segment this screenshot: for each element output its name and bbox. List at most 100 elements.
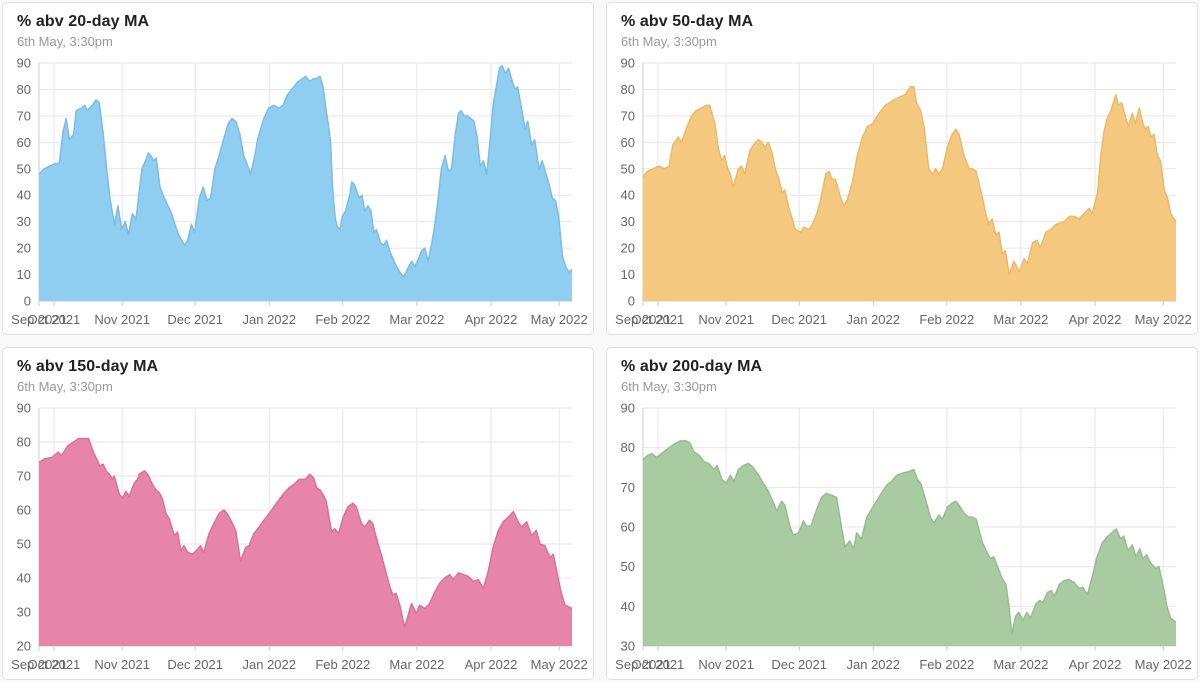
x-axis-label: May 2022 xyxy=(1135,657,1191,672)
y-axis-label: 60 xyxy=(17,135,31,150)
area-series[interactable] xyxy=(643,86,1176,301)
chart-header: % abv 150-day MA 6th May, 3:30pm xyxy=(3,348,593,397)
x-axis-label: Sep 2021 xyxy=(11,312,67,327)
x-axis-label: Apr 2022 xyxy=(465,657,518,672)
x-axis-label: Mar 2022 xyxy=(993,312,1048,327)
y-axis-label: 80 xyxy=(621,82,635,97)
x-axis-label: Oct 2021 xyxy=(28,657,81,672)
y-axis-label: 20 xyxy=(621,241,635,256)
x-axis-label: Jan 2022 xyxy=(243,312,297,327)
y-axis-label: 30 xyxy=(17,605,31,620)
x-axis-label: Feb 2022 xyxy=(919,657,974,672)
chart-card-20day-ma: % abv 20-day MA 6th May, 3:30pm 0 10 20 30 4… xyxy=(2,2,594,335)
y-axis-label: 70 xyxy=(17,469,31,484)
x-axis-label: Oct 2021 xyxy=(632,657,685,672)
x-axis-label: Apr 2022 xyxy=(1069,657,1122,672)
x-axis-label: Oct 2021 xyxy=(632,312,685,327)
x-axis-label: Sep 2021 xyxy=(615,657,671,672)
y-axis-label: 40 xyxy=(17,188,31,203)
area-series[interactable] xyxy=(643,440,1176,646)
x-axis-label: Oct 2021 xyxy=(28,312,81,327)
y-axis-label: 0 xyxy=(24,294,31,309)
chart-subtitle: 6th May, 3:30pm xyxy=(17,379,113,394)
x-axis-label: Mar 2022 xyxy=(389,312,444,327)
y-axis-label: 50 xyxy=(17,537,31,552)
y-axis-label: 80 xyxy=(17,82,31,97)
x-axis-label: Feb 2022 xyxy=(315,657,370,672)
chart-subtitle: 6th May, 3:30pm xyxy=(621,379,717,394)
x-axis-label: Nov 2021 xyxy=(94,657,150,672)
y-axis-label: 60 xyxy=(17,503,31,518)
chart-card-150day-ma: % abv 150-day MA 6th May, 3:30pm 20 30 40 5… xyxy=(2,347,594,680)
y-axis-label: 60 xyxy=(621,520,635,535)
series-line xyxy=(38,437,573,629)
y-axis-label: 90 xyxy=(17,401,31,416)
y-axis-label: 50 xyxy=(621,559,635,574)
y-axis-label: 90 xyxy=(621,401,635,416)
chart-header: % abv 20-day MA 6th May, 3:30pm xyxy=(3,3,593,52)
x-axis-label: Jan 2022 xyxy=(847,312,901,327)
chart-card-50day-ma: % abv 50-day MA 6th May, 3:30pm 0 10 20 30 4… xyxy=(606,2,1198,335)
x-axis-label: Dec 2021 xyxy=(167,312,223,327)
x-axis-label: Apr 2022 xyxy=(1069,312,1122,327)
y-axis-label: 80 xyxy=(621,440,635,455)
y-axis-label: 50 xyxy=(17,161,31,176)
x-axis-label: Jan 2022 xyxy=(847,657,901,672)
x-axis-label: Feb 2022 xyxy=(315,312,370,327)
chart-card-200day-ma: % abv 200-day MA 6th May, 3:30pm 30 40 50 6… xyxy=(606,347,1198,680)
y-axis-label: 10 xyxy=(621,267,635,282)
y-axis-label: 60 xyxy=(621,135,635,150)
x-axis-label: May 2022 xyxy=(1135,312,1191,327)
area-series[interactable] xyxy=(39,65,572,301)
x-axis-label: Mar 2022 xyxy=(993,657,1048,672)
series-line xyxy=(642,86,1177,276)
y-axis-label: 70 xyxy=(17,108,31,123)
y-axis-label: 20 xyxy=(17,241,31,256)
chart-title: % abv 200-day MA xyxy=(621,358,763,375)
chart-title: % abv 50-day MA xyxy=(621,13,754,30)
x-axis-label: Sep 2021 xyxy=(615,312,671,327)
x-axis-label: May 2022 xyxy=(531,312,587,327)
y-axis-label: 40 xyxy=(621,188,635,203)
series-line xyxy=(38,64,573,278)
chart-subtitle: 6th May, 3:30pm xyxy=(621,34,717,49)
chart-subtitle: 6th May, 3:30pm xyxy=(17,34,113,49)
y-axis-label: 40 xyxy=(17,571,31,586)
area-series[interactable] xyxy=(39,438,572,646)
y-axis-label: 50 xyxy=(621,161,635,176)
x-axis-label: Apr 2022 xyxy=(465,312,518,327)
x-axis-label: Mar 2022 xyxy=(389,657,444,672)
y-axis-label: 10 xyxy=(17,267,31,282)
x-axis-label: Nov 2021 xyxy=(94,312,150,327)
x-axis-label: Sep 2021 xyxy=(11,657,67,672)
series-line xyxy=(642,440,1177,635)
chart-title: % abv 20-day MA xyxy=(17,13,150,30)
y-axis-label: 20 xyxy=(17,639,31,654)
x-axis-label: May 2022 xyxy=(531,657,587,672)
y-axis-label: 90 xyxy=(17,56,31,71)
chart-title: % abv 150-day MA xyxy=(17,358,159,375)
y-axis-label: 70 xyxy=(621,108,635,123)
y-axis-label: 90 xyxy=(621,56,635,71)
y-axis-label: 70 xyxy=(621,480,635,495)
y-axis-label: 80 xyxy=(17,435,31,450)
x-axis-label: Dec 2021 xyxy=(771,657,827,672)
y-axis-label: 40 xyxy=(621,599,635,614)
x-axis-label: Nov 2021 xyxy=(698,312,754,327)
y-axis-label: 30 xyxy=(621,639,635,654)
chart-header: % abv 50-day MA 6th May, 3:30pm xyxy=(607,3,1197,52)
x-axis-label: Feb 2022 xyxy=(919,312,974,327)
y-axis-label: 0 xyxy=(628,294,635,309)
y-axis-label: 30 xyxy=(621,214,635,229)
chart-header: % abv 200-day MA 6th May, 3:30pm xyxy=(607,348,1197,397)
x-axis-label: Dec 2021 xyxy=(167,657,223,672)
x-axis-label: Dec 2021 xyxy=(771,312,827,327)
y-axis-label: 30 xyxy=(17,214,31,229)
x-axis-label: Nov 2021 xyxy=(698,657,754,672)
x-axis-label: Jan 2022 xyxy=(243,657,297,672)
